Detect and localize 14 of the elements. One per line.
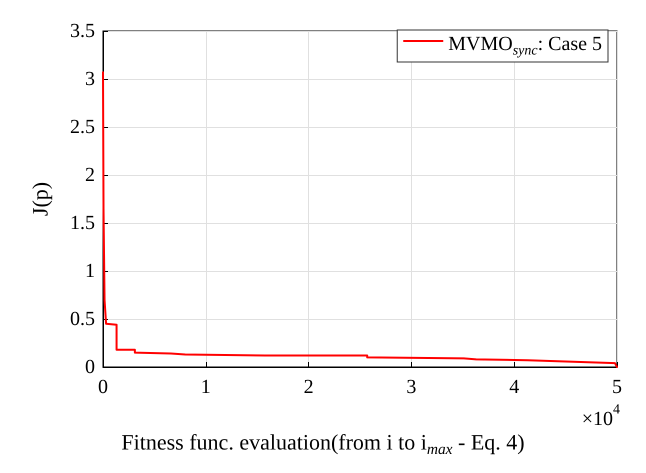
- x-tick-label: 1: [200, 376, 211, 398]
- y-tick-label: 0.5: [70, 308, 95, 330]
- x-tick-label: 3: [406, 376, 416, 398]
- y-tick-label: 3: [85, 68, 95, 90]
- y-axis-title: J(p): [28, 182, 52, 216]
- y-tick-label: 1: [85, 260, 95, 282]
- y-tick-label: 3.5: [70, 20, 95, 42]
- x-tick-label: 2: [304, 376, 314, 398]
- y-tick-label: 1.5: [70, 212, 95, 234]
- y-tick-label: 0: [85, 356, 95, 378]
- y-tick-label: 2: [85, 164, 95, 186]
- y-tick-label: 2.5: [70, 116, 95, 138]
- x-tick-label: 5: [612, 376, 622, 398]
- x-tick-label: 4: [509, 376, 520, 398]
